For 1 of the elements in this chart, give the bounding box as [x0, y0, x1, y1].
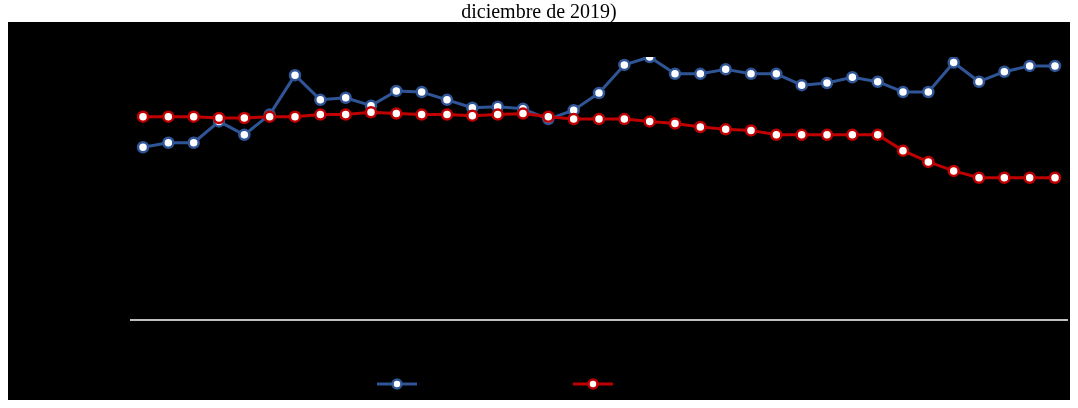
chart-title: diciembre de 2019) [460, 0, 618, 22]
